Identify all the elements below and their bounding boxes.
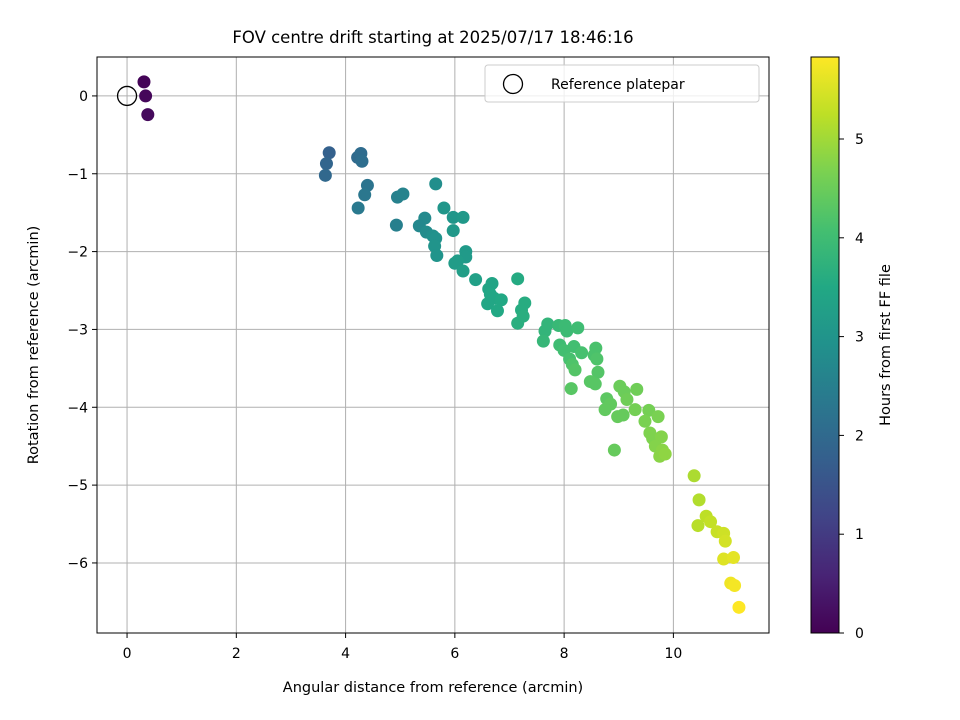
colorbar-label: Hours from first FF file: [878, 264, 894, 426]
data-point: [322, 146, 336, 160]
colorbar-ticks: 0 1 2 3 4 5: [839, 132, 864, 642]
y-tick-label: −2: [67, 245, 88, 261]
data-point: [511, 272, 525, 286]
legend: Reference platepar: [484, 64, 760, 103]
colorbar-tick-label: 2: [855, 428, 864, 444]
data-point: [630, 382, 644, 396]
data-point: [511, 316, 525, 330]
data-point: [437, 201, 451, 215]
data-point: [642, 403, 656, 417]
colorbar-gradient: [810, 56, 840, 634]
data-point: [717, 552, 731, 566]
data-point: [590, 352, 604, 366]
data-point: [568, 363, 582, 377]
x-tick-label: 4: [341, 646, 350, 662]
data-point: [139, 89, 153, 103]
colorbar: 0 1 2 3 4 5 Hours from first FF file: [810, 56, 894, 642]
data-point: [137, 75, 151, 89]
x-tick-label: 6: [450, 646, 459, 662]
data-point: [358, 188, 372, 202]
data-point: [494, 293, 508, 307]
data-point: [598, 403, 612, 417]
y-axis-label: Rotation from reference (arcmin): [26, 226, 42, 465]
data-point: [448, 256, 462, 270]
data-point: [718, 534, 732, 548]
data-point: [732, 600, 746, 614]
data-point: [638, 414, 652, 428]
data-point: [628, 403, 642, 417]
y-tick-label: −1: [67, 167, 88, 183]
data-point: [728, 579, 742, 593]
x-tick-label: 10: [664, 646, 682, 662]
data-point: [318, 168, 332, 182]
data-point: [607, 443, 621, 457]
data-point: [560, 324, 574, 338]
data-point: [538, 324, 552, 338]
y-tick-label: −4: [67, 400, 88, 416]
legend-box: [484, 64, 760, 103]
reference-platepar-marker: [116, 85, 138, 107]
data-point: [446, 210, 460, 224]
plot-frame: [96, 56, 770, 634]
colorbar-tick-label: 0: [855, 626, 864, 642]
data-point: [430, 248, 444, 262]
data-point: [396, 187, 410, 201]
data-point: [141, 108, 155, 122]
chart-title: FOV centre drift starting at 2025/07/17 …: [232, 28, 633, 47]
data-point: [456, 210, 470, 224]
y-tick-label: 0: [79, 89, 88, 105]
colorbar-tick-label: 3: [855, 330, 864, 346]
colorbar-tick-label: 1: [855, 527, 864, 543]
x-tick-label: 2: [232, 646, 241, 662]
data-point: [536, 334, 550, 348]
data-point: [691, 519, 705, 533]
data-points: [116, 75, 746, 614]
data-point: [481, 297, 495, 311]
data-point: [355, 154, 369, 168]
data-point: [692, 493, 706, 507]
x-axis-label: Angular distance from reference (arcmin): [283, 680, 583, 696]
data-point: [591, 365, 605, 379]
data-point: [389, 218, 403, 232]
y-tick-label: −3: [67, 322, 88, 338]
y-tick-label: −6: [67, 556, 88, 572]
data-point: [588, 377, 602, 391]
data-point: [651, 410, 665, 424]
legend-marker-reference: [502, 73, 524, 95]
grid-lines: [97, 57, 769, 633]
colorbar-tick-label: 4: [855, 231, 864, 247]
data-point: [654, 430, 668, 444]
y-tick-label: −5: [67, 478, 88, 494]
data-point: [469, 273, 483, 287]
x-tick-label: 0: [123, 646, 132, 662]
data-point: [490, 304, 504, 318]
x-tick-label: 8: [560, 646, 569, 662]
data-point: [620, 392, 634, 406]
data-point: [687, 469, 701, 483]
data-point: [319, 157, 333, 171]
data-point: [726, 550, 740, 564]
data-point: [446, 224, 460, 238]
colorbar-tick-label: 5: [855, 132, 864, 148]
data-point: [616, 408, 630, 422]
data-point: [564, 382, 578, 396]
axes: 0 2 4 6 8 10 0 −1 −2 −3 −4 −5 −6: [67, 56, 770, 662]
data-point: [351, 201, 365, 215]
data-point: [571, 321, 585, 335]
legend-label-reference: Reference platepar: [551, 77, 685, 93]
data-point: [429, 177, 443, 191]
data-point: [704, 515, 718, 529]
data-point: [575, 346, 589, 360]
data-point: [456, 264, 470, 278]
data-point: [658, 447, 672, 461]
